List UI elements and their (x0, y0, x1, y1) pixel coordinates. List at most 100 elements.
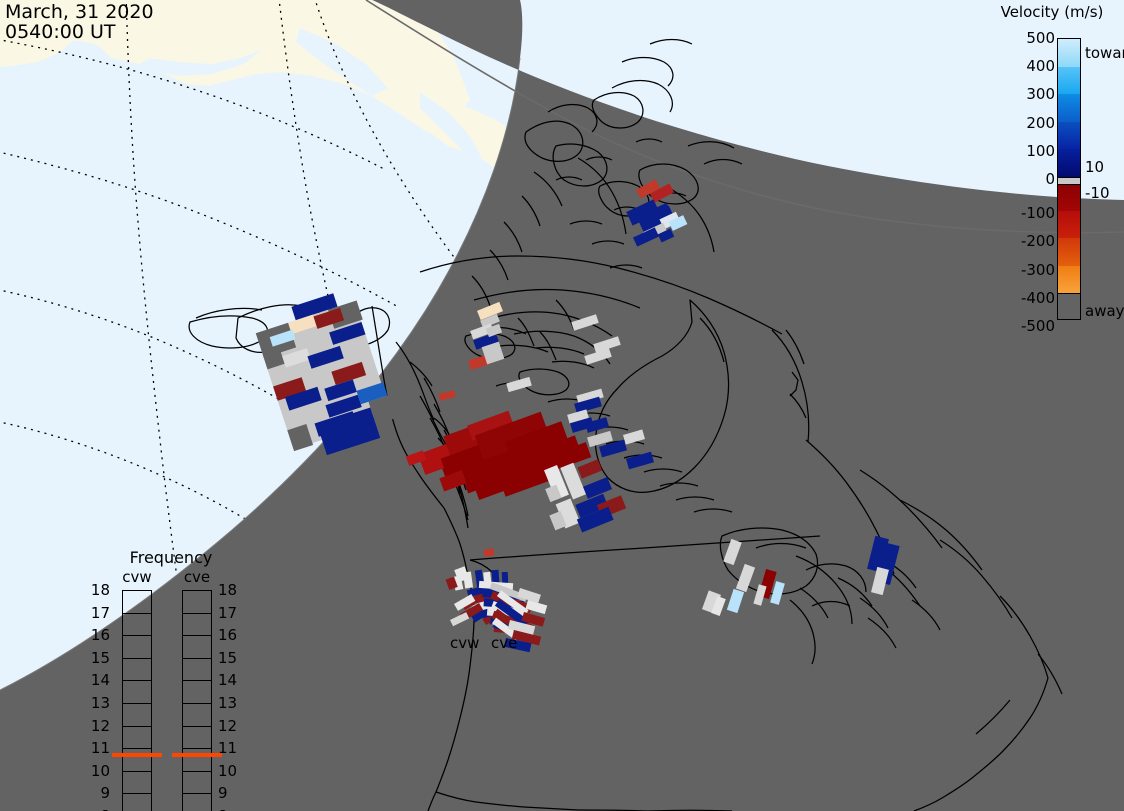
colorbar-segment (1058, 183, 1080, 211)
radar-cell (770, 581, 785, 605)
radar-cell (623, 429, 645, 445)
frequency-gridline (183, 657, 211, 659)
radar-cell (871, 566, 889, 596)
frequency-gridline (183, 770, 211, 772)
colorbar-segment (1058, 66, 1080, 95)
colorbar-tick: -200 (1020, 232, 1055, 251)
frequency-tick: 9 (218, 784, 228, 803)
frequency-gridline (123, 770, 151, 772)
frequency-tick: 15 (90, 648, 110, 667)
radar-cell (570, 417, 594, 433)
radar-site-label-cvw: cvw (450, 634, 480, 652)
radar-cell (649, 183, 675, 203)
radar-cell (626, 199, 660, 226)
radar-cell (585, 417, 609, 433)
radar-cell (571, 314, 599, 331)
frequency-tick: 9 (100, 784, 110, 803)
frequency-tick: 12 (218, 716, 238, 735)
frequency-tick: 8 (86, 807, 110, 811)
day-bay-3 (148, 50, 262, 76)
frequency-gridline (123, 612, 151, 614)
velocity-colorbar-panel: Velocity (m/s) 500 400 300 200 100 0 -100 -200 -… (975, 0, 1124, 335)
colorbar-tick: 0 (1045, 170, 1055, 188)
frequency-tick: 15 (218, 648, 238, 667)
radar-site-label-cve: cve (491, 634, 518, 652)
timestamp-block: March, 31 2020 0540:00 UT (5, 2, 154, 42)
colorbar-segment (1058, 39, 1080, 67)
colorbar-ground-scatter-band (1058, 177, 1080, 185)
frequency-column-label-cvw: cvw (122, 568, 152, 586)
radar-cell (657, 228, 675, 243)
colorbar-label-away: away (1085, 302, 1124, 320)
frequency-tick: 11 (218, 739, 238, 758)
colorbar-tick: 400 (1026, 57, 1055, 76)
frequency-tick: 17 (218, 603, 238, 622)
frequency-tick: 16 (90, 626, 110, 645)
radar-patch-central-canada (405, 410, 627, 533)
radar-cell (445, 576, 458, 591)
frequency-gridline (123, 793, 151, 795)
radar-cell (473, 332, 499, 350)
graticule-day (0, 0, 493, 661)
frequency-tick: 13 (90, 694, 110, 712)
radar-cell (481, 341, 505, 365)
frequency-gridline (183, 703, 211, 704)
frequency-gridline (183, 612, 211, 614)
colorbar-label-plus10: 10 (1085, 158, 1105, 176)
radar-cell (454, 566, 470, 583)
frequency-gridline (183, 635, 211, 637)
radar-cell (574, 396, 602, 414)
radar-cell (753, 584, 767, 606)
colorbar-label-minus10: -10 (1085, 184, 1110, 202)
frequency-marker-cve (172, 752, 222, 757)
terminator-arc (365, 0, 1124, 234)
radar-cell (567, 409, 589, 424)
colorbar-title: Velocity (m/s) (1000, 3, 1104, 21)
colorbar-label-toward: toward (1085, 44, 1124, 62)
radar-cell (659, 211, 681, 230)
frequency-marker-cvw (112, 752, 162, 757)
day-landmass-north (112, 0, 470, 118)
colorbar-segment (1058, 210, 1080, 239)
frequency-tick: 12 (90, 716, 110, 735)
day-bay-2 (420, 92, 482, 158)
radar-cell (635, 179, 661, 199)
colorbar-segment (1058, 149, 1080, 177)
radar-cell (587, 430, 613, 448)
frequency-tick: 10 (218, 761, 238, 780)
frequency-gridline (123, 657, 151, 659)
colorbar-tick: 500 (1026, 29, 1055, 47)
radar-fan-cvw-cve (445, 566, 548, 653)
frequency-tick: 10 (90, 761, 110, 780)
frequency-gridline (183, 680, 211, 682)
frequency-gridline (123, 680, 151, 682)
day-bay-1 (296, 28, 388, 96)
radar-cell (711, 596, 726, 616)
colorbar-tick: -300 (1020, 260, 1055, 279)
radar-cell (726, 588, 745, 614)
frequency-title: Frequency (129, 548, 213, 567)
colorbar-segment (1058, 121, 1080, 150)
day-landmass-siberia (0, 0, 330, 70)
radar-cell (735, 563, 756, 593)
frequency-bar-cve (182, 590, 212, 811)
radar-cell (477, 301, 503, 321)
radar-patch-alaska-yukon (255, 293, 397, 456)
colorbar-segment (1058, 265, 1080, 294)
colorbar-tick: 300 (1026, 85, 1055, 104)
colorbar-tick: -100 (1020, 204, 1055, 223)
colorbar-segment (1058, 238, 1080, 266)
colorbar-divider (1058, 293, 1080, 295)
timestamp-time: 0540:00 UT (5, 21, 116, 43)
colorbar-tick: -400 (1020, 288, 1055, 307)
colorbar-segment (1058, 293, 1080, 321)
frequency-tick: 13 (218, 694, 238, 712)
radar-cell (598, 439, 628, 458)
radar-cell (483, 548, 495, 557)
radar-cell (633, 227, 659, 247)
radar-cells-layer (438, 179, 900, 616)
frequency-tick: 18 (218, 581, 238, 599)
colorbar-gradient (1057, 38, 1081, 320)
